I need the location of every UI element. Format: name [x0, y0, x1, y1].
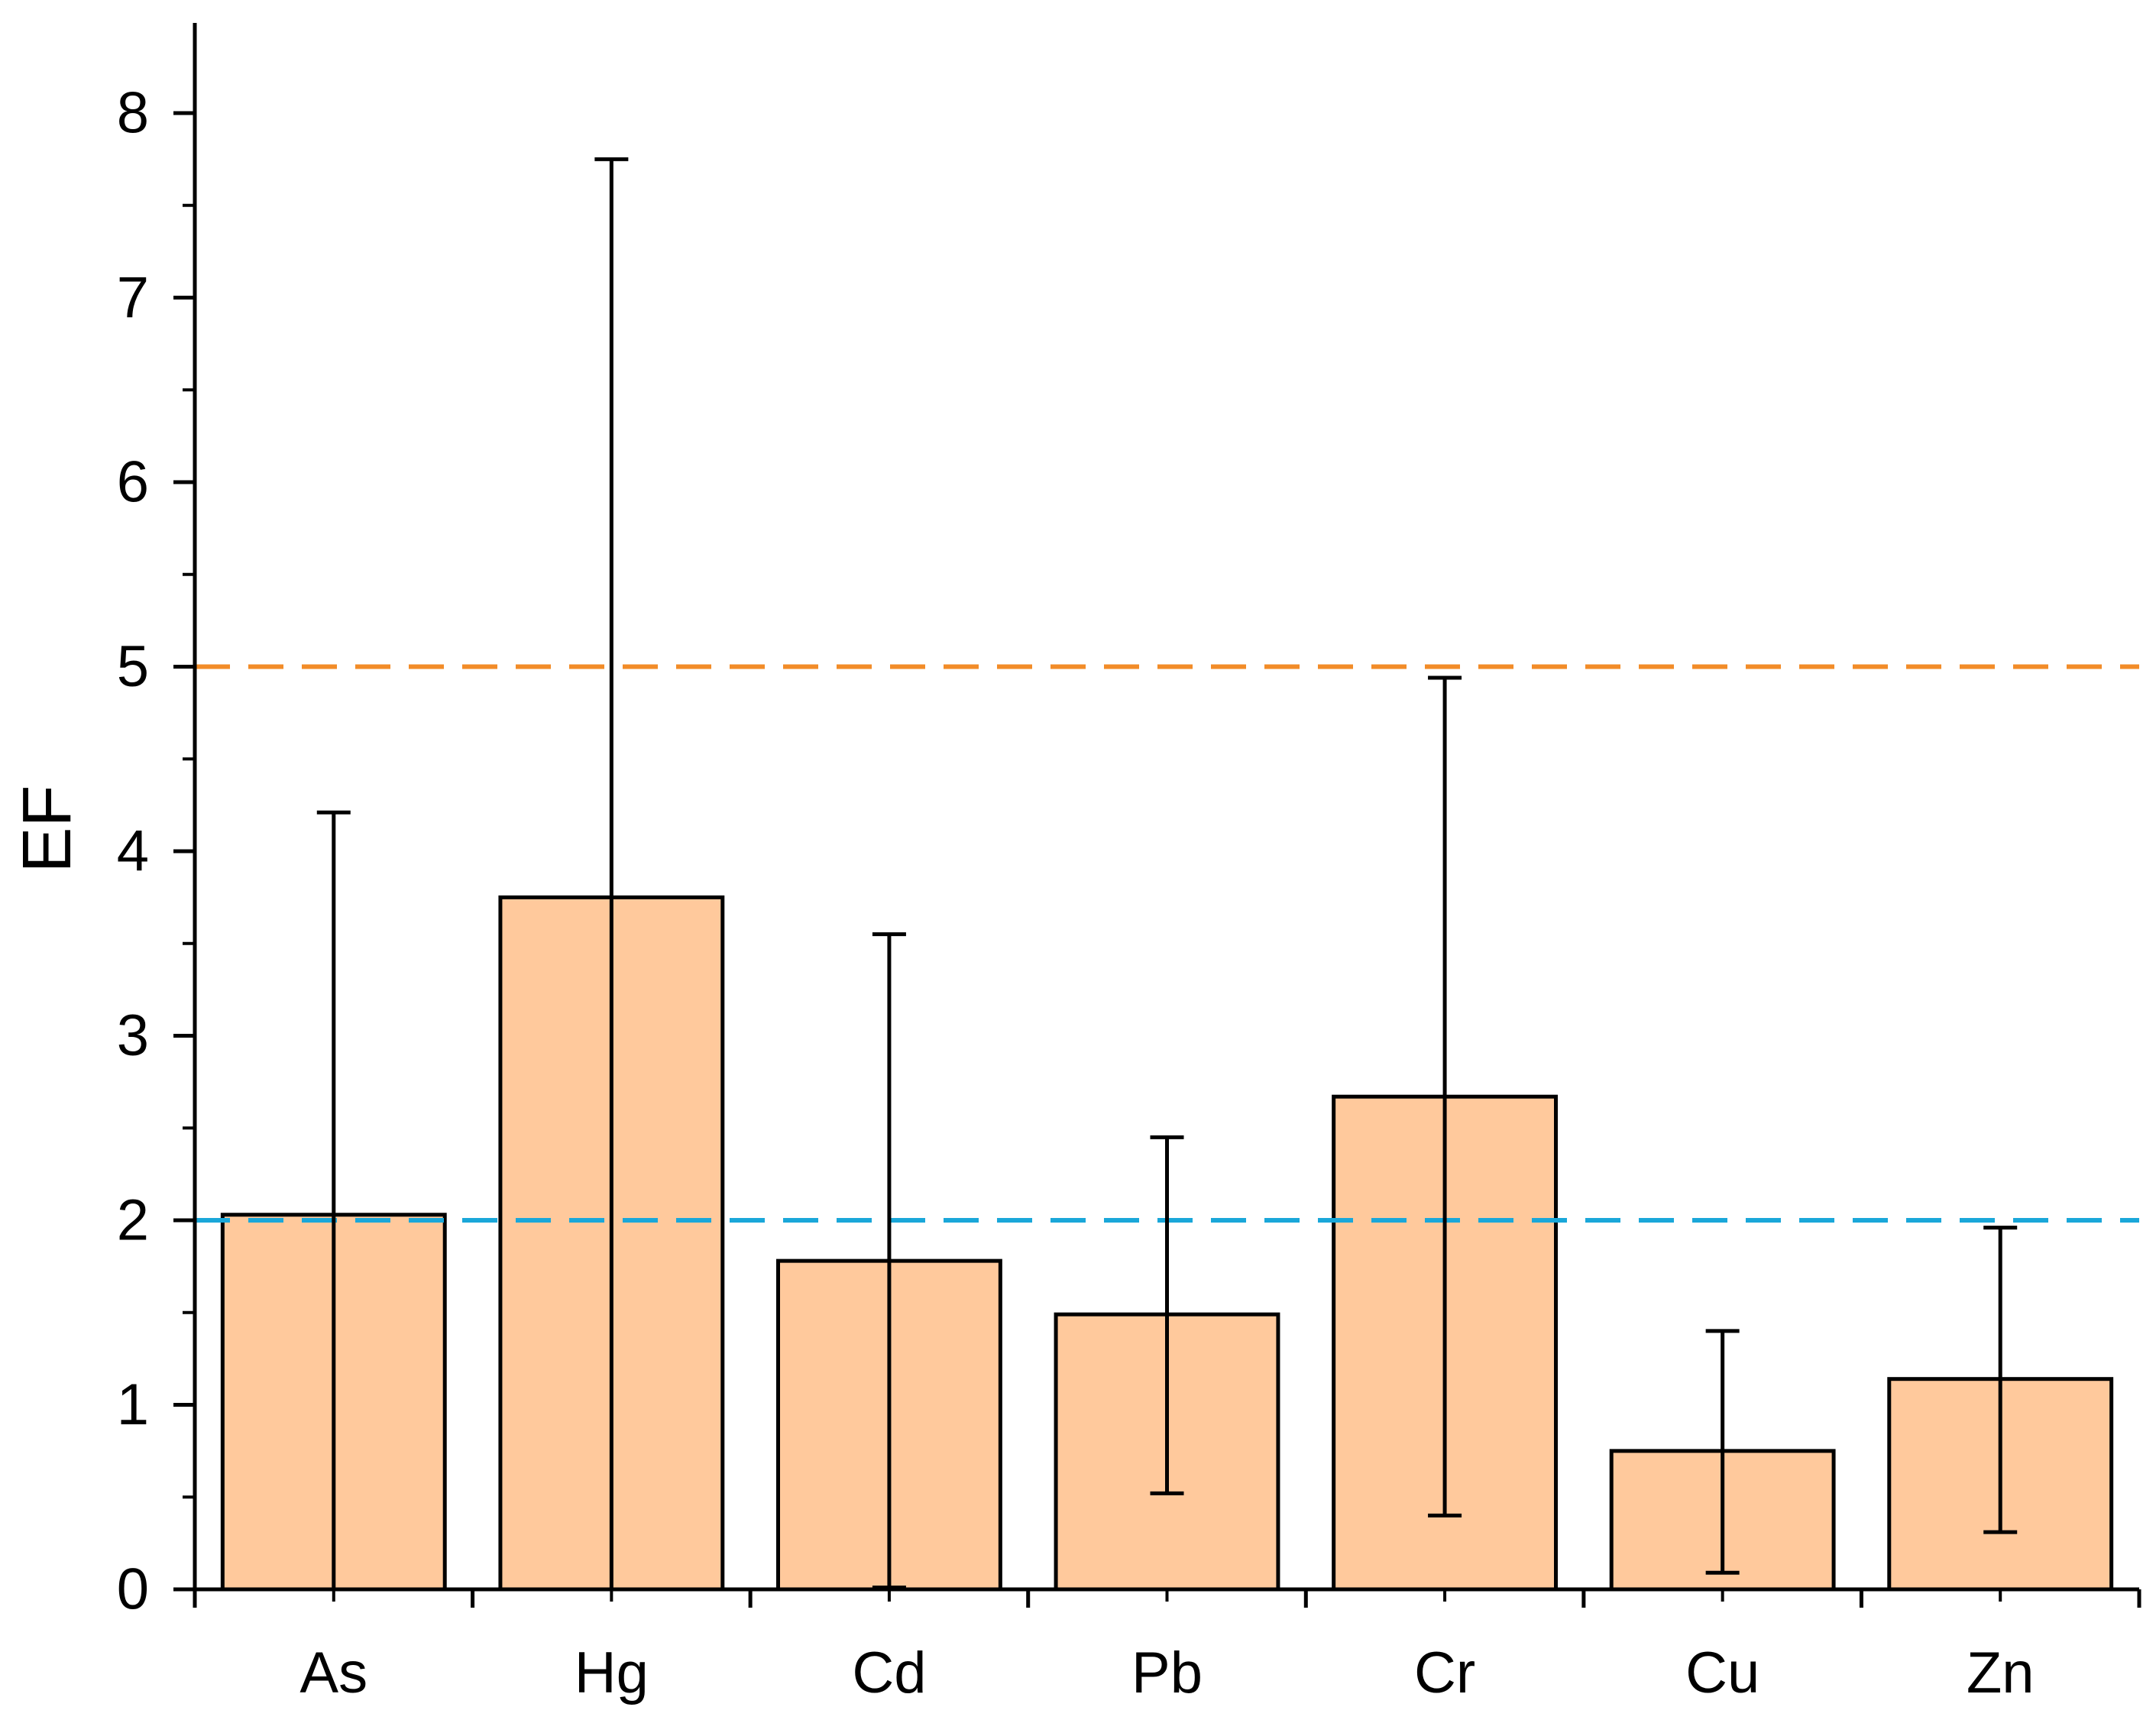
y-tick-labels: 0 1 2 3 4 5 6 7 8 — [117, 81, 149, 1622]
y-tick-label: 2 — [117, 1188, 149, 1253]
x-tick-label-zn: Zn — [1967, 1641, 2035, 1705]
x-tick-labels: As Hg Cd Pb Cr Cu Zn — [299, 1641, 2034, 1705]
x-tick-label-cr: Cr — [1414, 1641, 1475, 1705]
y-tick-label: 4 — [117, 819, 149, 884]
x-tick-label-cd: Cd — [852, 1641, 926, 1705]
y-tick-label: 3 — [117, 1003, 149, 1068]
y-axis-title: EF — [9, 785, 86, 873]
x-tick-label-cu: Cu — [1685, 1641, 1759, 1705]
x-tick-label-as: As — [299, 1641, 367, 1705]
y-tick-label: 8 — [117, 81, 149, 146]
x-tick-label-hg: Hg — [575, 1641, 649, 1705]
y-tick-label: 0 — [117, 1557, 149, 1622]
y-tick-label: 7 — [117, 265, 149, 330]
axes — [173, 23, 2141, 1608]
y-tick-label: 1 — [117, 1372, 149, 1437]
x-tick-label-pb: Pb — [1131, 1641, 1203, 1705]
y-tick-label: 5 — [117, 634, 149, 699]
y-tick-label: 6 — [117, 450, 149, 515]
